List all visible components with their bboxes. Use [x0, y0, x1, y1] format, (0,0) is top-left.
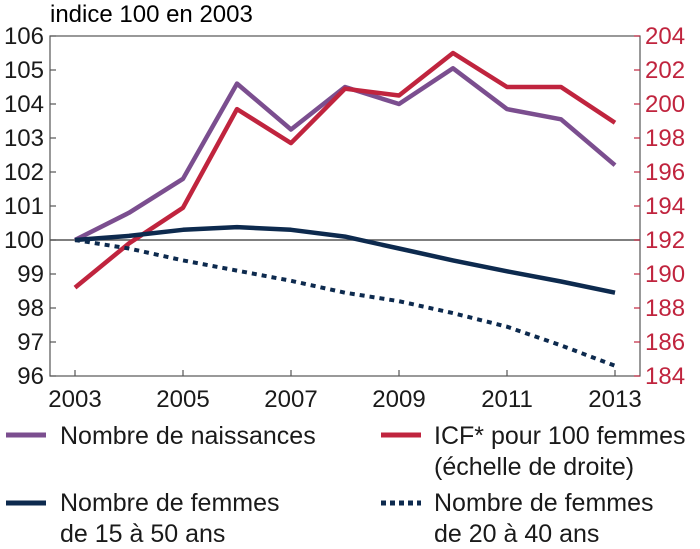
x-tick-label: 2011 [481, 386, 533, 413]
left-tick-label: 103 [4, 125, 44, 152]
right-axis-ticks: 184 186 188 190 192 194 196 198 200 202 204 [634, 23, 685, 390]
right-tick-label: 186 [645, 329, 685, 356]
series-lines [73, 50, 617, 368]
series-line-icf [73, 50, 617, 290]
x-tick-label: 2003 [48, 386, 101, 413]
left-tick-label: 96 [17, 363, 44, 390]
right-tick-label: 194 [645, 193, 685, 220]
right-tick-label: 192 [645, 227, 685, 254]
legend-label-femmes-15-50-line2: de 15 à 50 ans [60, 520, 225, 548]
right-tick-label: 198 [645, 125, 685, 152]
x-tick-label: 2013 [588, 386, 641, 413]
legend-label-icf: ICF* pour 100 femmes [434, 422, 686, 450]
legend-item-femmes-15-50: Nombre de femmes de 15 à 50 ans [6, 489, 280, 548]
legend-item-icf: ICF* pour 100 femmes (échelle de droite) [381, 422, 686, 481]
left-tick-label: 101 [4, 193, 44, 220]
legend-label-icf-line2: (échelle de droite) [434, 453, 634, 481]
legend-item-naissances: Nombre de naissances [6, 422, 316, 450]
left-tick-label: 105 [4, 57, 44, 84]
left-tick-label: 97 [17, 329, 44, 356]
left-tick-label: 102 [4, 159, 44, 186]
right-tick-label: 184 [645, 363, 685, 390]
x-axis-ticks: 2003 2005 2007 2009 2011 2013 [48, 370, 642, 413]
right-tick-label: 204 [645, 23, 685, 50]
left-axis-caption: indice 100 en 2003 [50, 1, 253, 28]
right-tick-label: 196 [645, 159, 685, 186]
legend-label-femmes-20-40: Nombre de femmes [434, 489, 654, 517]
left-tick-label: 99 [17, 261, 44, 288]
legend-label-femmes-20-40-line2: de 20 à 40 ans [434, 520, 599, 548]
legend-item-femmes-20-40: Nombre de femmes de 20 à 40 ans [381, 489, 654, 548]
x-tick-label: 2009 [372, 386, 425, 413]
right-tick-label: 188 [645, 295, 685, 322]
left-tick-label: 100 [4, 227, 44, 254]
x-tick-label: 2007 [264, 386, 317, 413]
series-line-femmes-20-40 [74, 238, 616, 368]
left-axis-ticks: 96 97 98 99 100 101 102 103 104 105 106 [4, 23, 56, 390]
right-tick-label: 190 [645, 261, 685, 288]
legend-label-femmes-15-50: Nombre de femmes [60, 489, 280, 517]
left-tick-label: 104 [4, 91, 44, 118]
x-tick-label: 2005 [156, 386, 209, 413]
left-tick-label: 106 [4, 23, 44, 50]
legend-label-naissances: Nombre de naissances [60, 422, 316, 450]
series-line-femmes-15-50 [74, 224, 616, 295]
legend: Nombre de naissances ICF* pour 100 femme… [6, 422, 686, 548]
series-line-naissances [73, 66, 617, 243]
right-tick-label: 200 [645, 91, 685, 118]
left-tick-label: 98 [17, 295, 44, 322]
right-tick-label: 202 [645, 57, 685, 84]
